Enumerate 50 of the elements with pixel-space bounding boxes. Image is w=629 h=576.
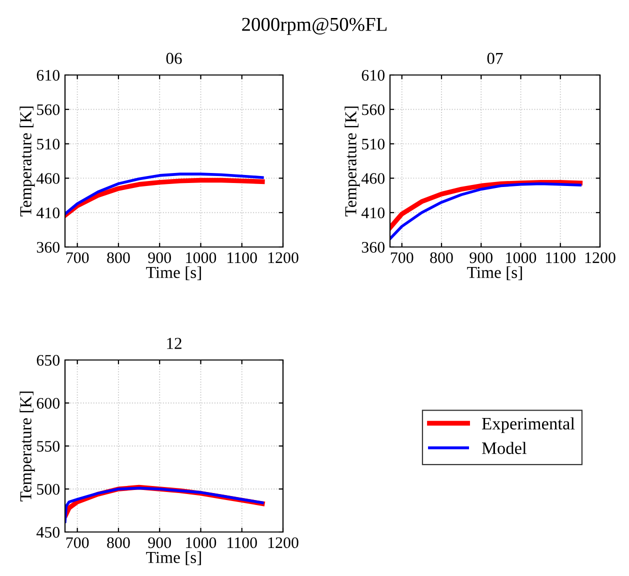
y-axis-title: Temperature [K] [20,106,35,216]
x-tick-label: 1000 [186,252,216,264]
y-tick-label: 650 [36,354,60,366]
x-tick-label: 900 [148,537,171,548]
x-tick-label: 700 [390,252,414,264]
y-tick-label: 360 [36,242,60,253]
y-tick-label: 600 [36,398,60,409]
line-series [390,182,582,240]
y-tick-label: 460 [36,173,60,184]
x-tick-label: 1100 [228,252,257,264]
x-tick-label: 1100 [546,252,576,264]
x-tick-label: 900 [148,252,171,264]
y-tick-label: 450 [36,526,60,538]
y-tick-label: 610 [362,70,385,81]
y-tick-label: 510 [362,138,385,150]
x-axis-title: Time [s] [467,266,522,280]
text: 2000rpm@50%FL [242,18,387,35]
x-tick-label: 1000 [186,537,216,548]
y-axis-title: Temperature [K] [344,106,360,216]
chart-title: 07 [487,52,503,64]
x-tick-label: 700 [66,537,89,548]
legend-label: Model [482,442,526,454]
line-series [390,180,583,230]
x-tick-label: 1200 [268,252,298,264]
x-tick-label: 1200 [585,252,616,264]
x-tick-label: 1100 [228,537,257,548]
x-tick-label: 800 [430,252,453,264]
y-tick-label: 610 [36,70,60,81]
y-axis-title: Temperature [K] [20,392,35,502]
line-series [65,486,264,524]
y-tick-label: 510 [37,138,60,150]
x-tick-label: 700 [66,252,89,264]
y-tick-label: 550 [37,440,60,452]
x-axis-title: Time [s] [146,551,201,566]
x-tick-label: 1000 [506,252,536,264]
x-tick-label: 800 [107,252,130,264]
chart-title: 06 [166,52,182,64]
legend-label: Experimental [482,417,575,434]
y-tick-label: 500 [37,484,60,495]
x-tick-label: 1200 [268,537,298,548]
y-tick-label: 460 [361,173,385,184]
y-tick-label: 560 [37,104,60,116]
x-axis-title: Time [s] [146,266,201,280]
x-tick-label: 800 [107,537,130,548]
y-tick-label: 410 [36,208,60,218]
x-tick-label: 900 [470,252,492,264]
chart-title: 12 [167,338,182,349]
y-tick-label: 560 [362,104,385,116]
y-tick-label: 360 [362,242,385,253]
y-tick-label: 410 [361,208,385,218]
